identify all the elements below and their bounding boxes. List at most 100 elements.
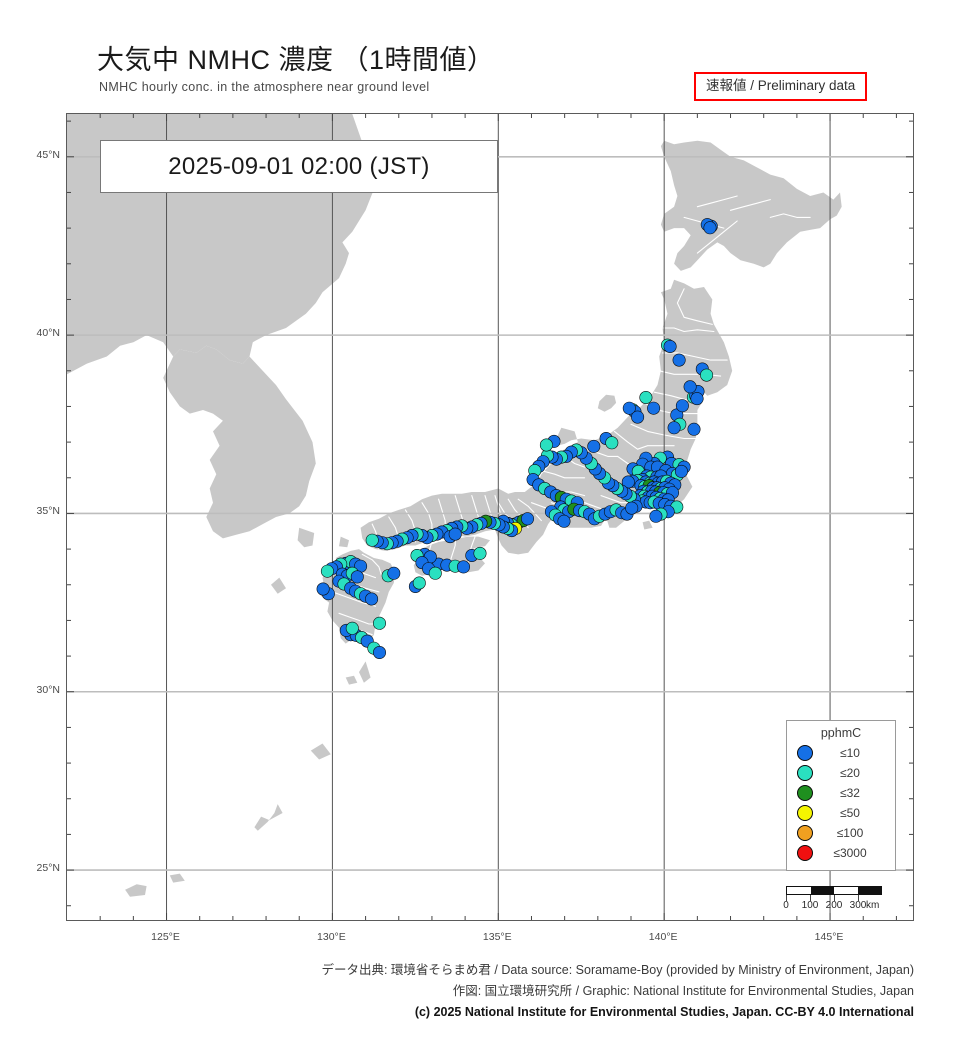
observation-point: [639, 390, 653, 404]
prefecture-border-2: [661, 352, 728, 361]
footer-line: (c) 2025 National Institute for Environm…: [414, 1005, 914, 1019]
page-subtitle: NMHC hourly conc. in the atmosphere near…: [99, 80, 430, 94]
observation-point: [703, 221, 717, 235]
lon-axis-label: 125°E: [151, 931, 180, 943]
observation-point: [683, 380, 697, 394]
legend-swatch-icon: [797, 845, 813, 861]
legend-swatch-icon: [797, 745, 813, 761]
legend-title: pphmC: [820, 726, 862, 740]
prefecture-border-7: [613, 430, 675, 450]
scale-bar-segments: [786, 886, 882, 895]
lat-axis-label: 35°N: [36, 505, 60, 518]
prefecture-border-43: [729, 199, 771, 211]
observation-point: [365, 592, 379, 606]
lon-axis-label: 140°E: [648, 931, 678, 943]
scale-bar-segment: [810, 887, 834, 894]
observation-point: [456, 560, 470, 574]
scale-bar-tick: [834, 895, 835, 901]
observation-point: [428, 566, 442, 580]
observation-point: [320, 564, 334, 578]
legend-item-label: ≤32: [840, 786, 860, 800]
scale-bar-segment: [787, 887, 811, 894]
scale-bar-ticks: [786, 895, 882, 901]
prefecture-border-40: [338, 612, 380, 625]
scale-bar-number: 300: [849, 900, 867, 911]
scale-bar-segment: [857, 887, 881, 894]
observation-point: [631, 410, 645, 424]
legend-swatch-icon: [797, 805, 813, 821]
prefecture-border-10: [540, 470, 586, 479]
footer: データ出典: 環境省そらまめ君 / Data source: Soramame-…: [0, 960, 980, 1023]
observation-point: [663, 340, 677, 354]
observation-point: [622, 401, 636, 415]
timestamp-box: 2025-09-01 02:00 (JST): [100, 140, 498, 193]
prefecture-border-0: [676, 288, 713, 325]
observation-point: [557, 514, 571, 528]
observation-point: [345, 621, 359, 635]
legend-item: ≤50: [793, 803, 889, 823]
legend-item: ≤32: [793, 783, 889, 803]
observation-point: [387, 566, 401, 580]
izu-oshima: [642, 520, 653, 530]
prefecture-border-46: [769, 213, 811, 218]
rishiri: [695, 149, 708, 161]
observation-point: [372, 645, 386, 659]
page-title: 大気中 NMHC 濃度 （1時間値）: [97, 45, 495, 75]
legend-item-label: ≤10: [840, 746, 860, 760]
lon-axis-label: 135°E: [482, 931, 512, 943]
hokkaido: [660, 140, 842, 271]
legend: pphmC ≤10 ≤20 ≤32 ≤50 ≤100 ≤3000: [786, 720, 896, 871]
observation-point: [674, 464, 688, 478]
tanegashima: [359, 661, 371, 683]
observation-point: [412, 576, 426, 590]
legend-item: ≤100: [793, 823, 889, 843]
observation-point: [316, 582, 330, 596]
scale-bar: km 0 100 200 300: [783, 886, 882, 913]
iki: [339, 536, 349, 548]
observation-point: [690, 392, 704, 406]
observation-point: [587, 439, 601, 453]
okinawa-main: [254, 804, 283, 831]
legend-item-label: ≤20: [840, 766, 860, 780]
goto: [271, 577, 286, 594]
amami: [310, 743, 331, 760]
scale-bar-tick: [810, 895, 811, 901]
prefecture-border-42: [696, 220, 738, 254]
legend-item-label: ≤100: [836, 826, 864, 840]
observation-point: [372, 616, 386, 630]
observation-point: [448, 527, 462, 541]
legend-item: ≤20: [793, 763, 889, 783]
landmass-layer: [67, 114, 842, 897]
observation-point: [365, 533, 379, 547]
scale-bar-unit: km: [866, 900, 880, 911]
lon-axis-label: 130°E: [317, 931, 346, 943]
legend-items: ≤10 ≤20 ≤32 ≤50 ≤100 ≤3000: [793, 743, 889, 863]
observation-points-layer: [316, 218, 718, 659]
prefecture-border-44: [696, 195, 738, 208]
lat-axis-label: 40°N: [36, 327, 60, 340]
observation-point: [350, 570, 364, 584]
scale-bar-tick: [858, 895, 859, 901]
legend-item: ≤10: [793, 743, 889, 763]
scale-bar-number: 0: [783, 900, 789, 911]
scale-bar-tick: [786, 895, 787, 901]
lat-axis-label: 30°N: [36, 683, 60, 696]
prefecture-border-21: [517, 498, 542, 522]
lat-axis-label: 25°N: [36, 862, 60, 875]
legend-item: ≤3000: [793, 843, 889, 863]
observation-point: [520, 512, 534, 526]
legend-item-label: ≤50: [840, 806, 860, 820]
prefecture-border-layer: [331, 195, 811, 636]
scale-bar-number: 100: [801, 900, 819, 911]
prefecture-border-4: [653, 391, 715, 404]
observation-point: [473, 546, 487, 560]
observation-point: [625, 501, 639, 515]
observation-point: [605, 436, 619, 450]
observation-point: [675, 399, 689, 413]
scale-bar-segment: [834, 887, 858, 894]
axis-tick-layer: [67, 114, 913, 920]
prefecture-border-36: [361, 553, 383, 579]
korea-peninsula: [163, 345, 316, 539]
scale-bar-number: 200: [825, 900, 843, 911]
legend-swatch-icon: [797, 785, 813, 801]
